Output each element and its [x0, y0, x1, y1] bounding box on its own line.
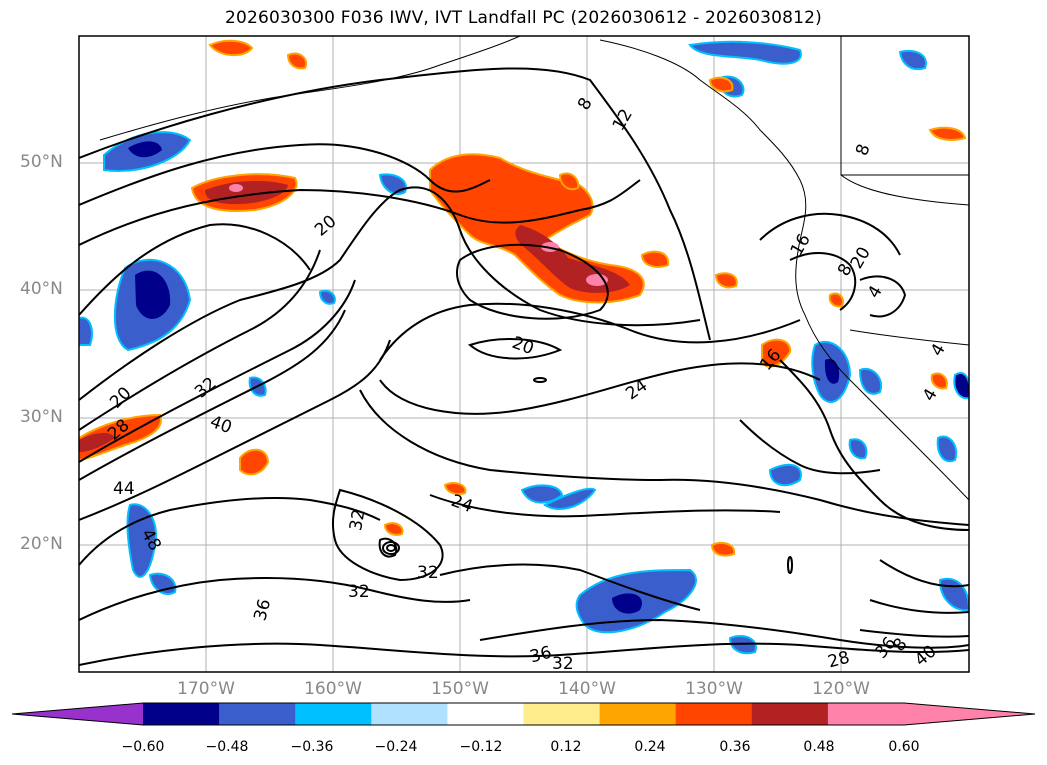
contour-label: 32	[417, 563, 439, 583]
contour-lines	[79, 67, 969, 666]
lat-label-50n: 50°N	[20, 152, 63, 172]
colorbar-bin	[827, 703, 905, 725]
colorbar-under-arrow	[12, 703, 143, 725]
colorbar-bin	[599, 703, 677, 725]
colorbar-tick: −0.36	[290, 739, 334, 755]
colorbar-tick: 0.24	[634, 739, 666, 755]
lon-label-140w: 140°W	[558, 679, 616, 699]
map-frame	[78, 35, 970, 673]
colorbar-over-arrow	[904, 703, 1035, 725]
contour-label: 32	[346, 507, 370, 533]
colorbar-bin	[371, 703, 448, 725]
contour-label: 32	[348, 582, 370, 602]
colorbar-bin	[447, 703, 524, 725]
lon-label-120w: 120°W	[812, 679, 870, 699]
colorbar-tick: −0.60	[121, 739, 165, 755]
colorbar-tick: 0.36	[719, 739, 751, 755]
colorbar-tick: 0.12	[550, 739, 582, 755]
contour-label: 32	[552, 654, 574, 674]
colorbar-bin	[219, 703, 296, 725]
colorbar-bin	[523, 703, 601, 725]
colorbar-tick: 0.48	[803, 739, 835, 755]
figure-title: 2026030300 F036 IWV, IVT Landfall PC (20…	[224, 8, 823, 28]
lon-label-170w: 170°W	[177, 679, 235, 699]
colorbar-bin	[675, 703, 753, 725]
colorbar	[11, 702, 1036, 726]
colorbar-tick: −0.12	[459, 739, 503, 755]
colorbar-bin	[751, 703, 829, 725]
colorbar-outline	[11, 702, 1036, 726]
lat-label-20n: 20°N	[20, 534, 63, 554]
lat-label-30n: 30°N	[20, 407, 63, 427]
lon-label-160w: 160°W	[304, 679, 362, 699]
colorbar-bins	[143, 703, 905, 725]
contour-label: 44	[113, 479, 135, 499]
lon-label-150w: 150°W	[431, 679, 489, 699]
lon-label-130w: 130°W	[685, 679, 743, 699]
colorbar-tick: −0.24	[374, 739, 418, 755]
colorbar-tick: −0.48	[205, 739, 249, 755]
colorbar-tick: 0.60	[888, 739, 920, 755]
colorbar-bin	[295, 703, 372, 725]
colorbar-bin	[143, 703, 220, 725]
lat-label-40n: 40°N	[20, 279, 63, 299]
small-contours	[382, 377, 793, 574]
coastlines	[99, 36, 969, 501]
